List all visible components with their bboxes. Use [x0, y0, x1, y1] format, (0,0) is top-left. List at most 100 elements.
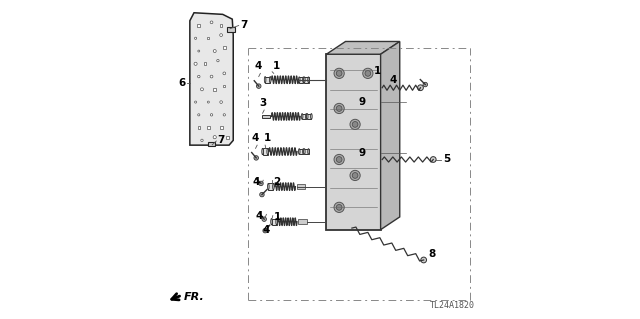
Ellipse shape — [276, 219, 277, 225]
Circle shape — [352, 173, 358, 178]
Circle shape — [336, 70, 342, 76]
Circle shape — [195, 37, 196, 39]
Text: 4: 4 — [254, 61, 262, 71]
Bar — [207, 37, 209, 39]
Circle shape — [210, 21, 213, 24]
Circle shape — [334, 103, 344, 114]
Circle shape — [430, 157, 436, 162]
Circle shape — [195, 101, 196, 103]
Bar — [300, 149, 303, 154]
Bar — [198, 126, 200, 129]
Circle shape — [257, 84, 261, 88]
Bar — [302, 114, 307, 119]
Text: 7: 7 — [240, 20, 248, 30]
Text: 2: 2 — [273, 177, 280, 187]
Circle shape — [336, 157, 342, 162]
Circle shape — [365, 70, 371, 76]
Circle shape — [334, 154, 344, 165]
Text: 4: 4 — [256, 211, 263, 221]
Circle shape — [201, 139, 203, 142]
Circle shape — [336, 204, 342, 210]
Polygon shape — [326, 41, 400, 54]
Bar — [220, 24, 222, 27]
Bar — [227, 27, 234, 32]
Circle shape — [210, 75, 213, 78]
Bar — [305, 77, 308, 83]
Circle shape — [217, 59, 219, 62]
Circle shape — [198, 114, 200, 116]
Bar — [213, 88, 216, 91]
Ellipse shape — [303, 149, 304, 154]
Circle shape — [263, 228, 268, 233]
Circle shape — [213, 136, 216, 139]
Circle shape — [334, 202, 344, 212]
Text: 4: 4 — [390, 75, 397, 85]
Bar — [305, 149, 308, 154]
Circle shape — [213, 49, 216, 53]
Bar — [223, 47, 226, 49]
Text: 4: 4 — [253, 177, 260, 187]
Bar — [271, 219, 276, 225]
Text: 6: 6 — [178, 78, 186, 88]
Circle shape — [198, 50, 200, 52]
Ellipse shape — [305, 114, 307, 119]
Circle shape — [220, 101, 223, 103]
Ellipse shape — [271, 219, 272, 225]
Circle shape — [352, 122, 358, 127]
Ellipse shape — [301, 114, 303, 119]
Ellipse shape — [303, 149, 305, 154]
Bar — [298, 219, 307, 224]
Circle shape — [223, 72, 226, 75]
Text: 3: 3 — [260, 98, 267, 108]
Circle shape — [260, 192, 264, 197]
Polygon shape — [381, 41, 400, 230]
Ellipse shape — [262, 148, 264, 155]
Circle shape — [220, 34, 223, 36]
Bar — [197, 24, 200, 27]
Bar — [223, 85, 225, 87]
Bar — [300, 77, 303, 83]
Circle shape — [259, 181, 263, 186]
Text: 1: 1 — [264, 133, 271, 143]
Circle shape — [418, 85, 423, 91]
Ellipse shape — [269, 77, 271, 83]
Polygon shape — [190, 13, 233, 145]
Bar — [207, 126, 209, 129]
Circle shape — [200, 88, 204, 91]
Ellipse shape — [308, 77, 309, 83]
Text: 5: 5 — [443, 154, 450, 165]
Ellipse shape — [298, 77, 300, 83]
Circle shape — [336, 106, 342, 111]
Bar — [268, 183, 273, 190]
Bar — [262, 115, 270, 118]
Bar — [265, 77, 270, 83]
Text: 4: 4 — [252, 133, 259, 143]
Ellipse shape — [303, 77, 305, 83]
Bar — [297, 184, 305, 189]
Text: 8: 8 — [428, 249, 436, 259]
Bar — [208, 142, 215, 146]
Circle shape — [334, 68, 344, 78]
Circle shape — [350, 119, 360, 130]
Bar — [307, 114, 312, 119]
Circle shape — [198, 75, 200, 78]
Text: TL24A1820: TL24A1820 — [429, 301, 475, 310]
Ellipse shape — [308, 149, 309, 154]
Bar — [204, 63, 207, 65]
Ellipse shape — [303, 77, 304, 83]
Bar — [220, 126, 223, 129]
Bar — [326, 54, 381, 230]
Circle shape — [211, 114, 212, 116]
Ellipse shape — [310, 114, 312, 119]
Text: 1: 1 — [274, 212, 281, 222]
Ellipse shape — [298, 149, 300, 154]
Text: 4: 4 — [262, 225, 269, 234]
Circle shape — [207, 101, 209, 103]
Text: 7: 7 — [218, 135, 225, 145]
Circle shape — [421, 257, 426, 263]
Circle shape — [262, 217, 266, 221]
Ellipse shape — [273, 183, 274, 190]
Text: 9: 9 — [359, 97, 366, 107]
Text: FR.: FR. — [184, 292, 204, 302]
Ellipse shape — [264, 77, 266, 83]
